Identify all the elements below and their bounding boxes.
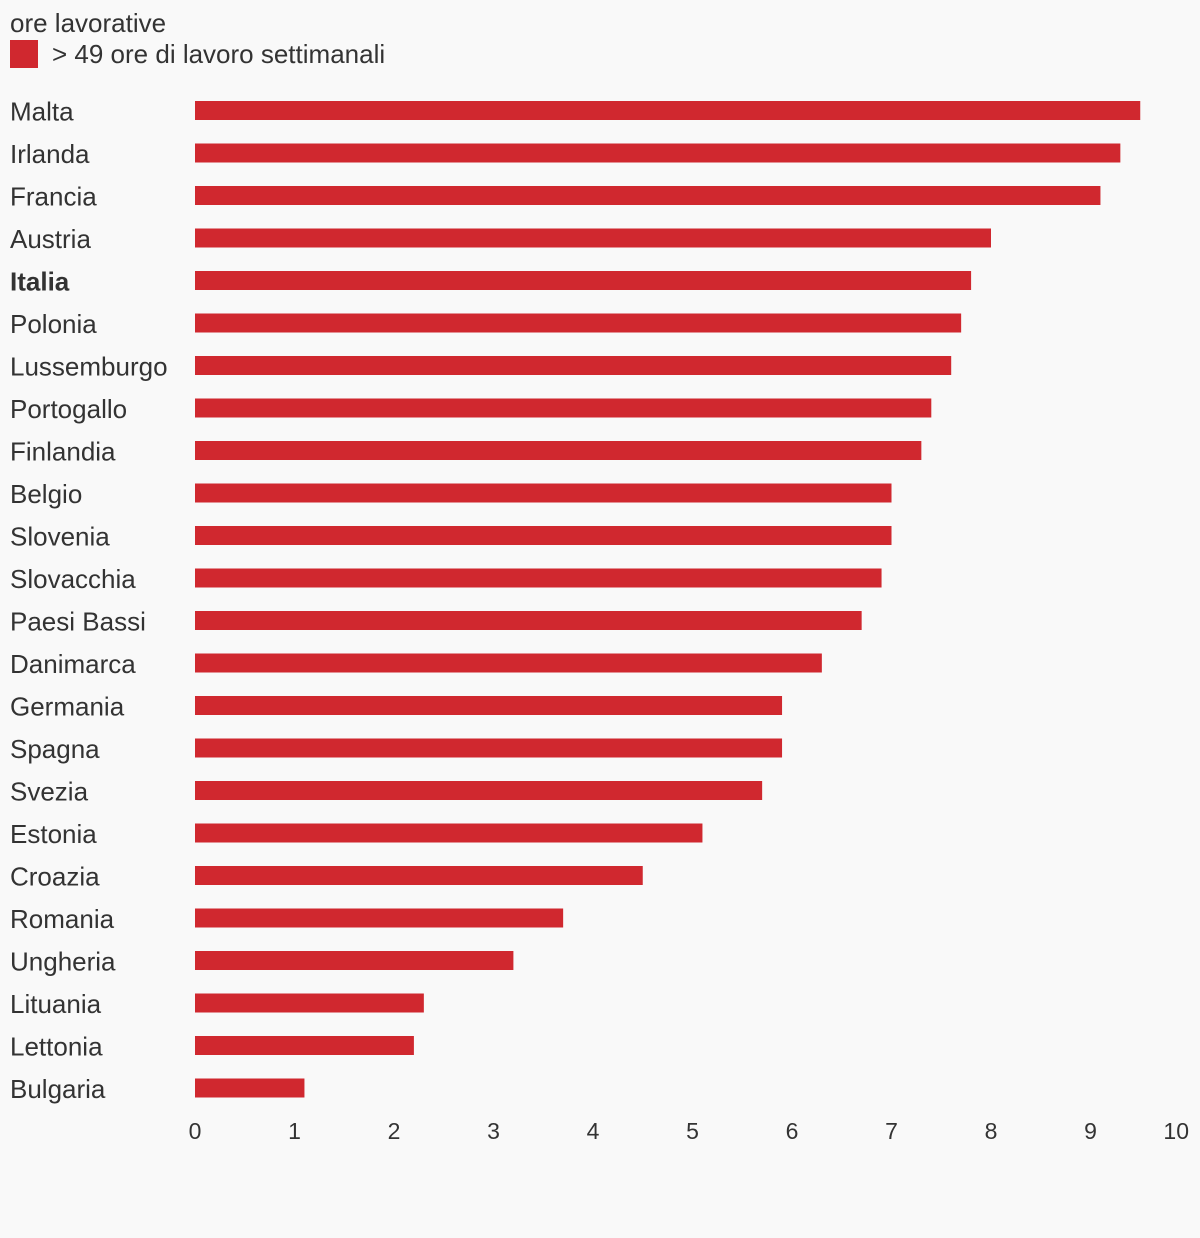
category-label: Finlandia: [10, 437, 116, 467]
bar: [195, 228, 991, 248]
bar: [195, 1036, 414, 1055]
category-label: Lettonia: [10, 1032, 103, 1062]
bar: [195, 696, 783, 715]
category-label: Francia: [10, 182, 97, 212]
legend-label: > 49 ore di lavoro settimanali: [52, 39, 386, 69]
category-label: Lituania: [10, 989, 102, 1019]
bar: [195, 186, 1101, 205]
category-label: Austria: [10, 224, 91, 254]
bar: [195, 398, 932, 418]
category-label: Ungheria: [10, 947, 116, 977]
bar: [195, 781, 763, 800]
x-tick-label: 9: [1084, 1118, 1097, 1144]
category-label: Danimarca: [10, 649, 136, 679]
category-label: Svezia: [10, 777, 89, 807]
x-tick-label: 4: [587, 1118, 600, 1144]
bar: [195, 738, 783, 758]
bar: [195, 483, 892, 503]
x-tick-label: 3: [487, 1118, 500, 1144]
chart-title: ore lavorative: [10, 8, 167, 38]
category-label: Italia: [10, 267, 70, 297]
x-tick-label: 6: [786, 1118, 799, 1144]
bar: [195, 356, 952, 375]
bar: [195, 993, 424, 1013]
bar: [195, 866, 643, 885]
bar: [195, 526, 892, 545]
category-label: Romania: [10, 904, 115, 934]
bar: [195, 143, 1121, 163]
category-label: Portogallo: [10, 394, 127, 424]
category-label: Estonia: [10, 819, 97, 849]
category-label: Germania: [10, 692, 125, 722]
bar: [195, 611, 862, 630]
category-label: Slovacchia: [10, 564, 136, 594]
bar: [195, 568, 882, 588]
chart-legend: > 49 ore di lavoro settimanali: [10, 38, 385, 70]
category-label: Slovenia: [10, 522, 110, 552]
bar: [195, 441, 922, 460]
category-label: Spagna: [10, 734, 100, 764]
category-label: Croazia: [10, 862, 100, 892]
category-label: Bulgaria: [10, 1074, 106, 1104]
bar: [195, 313, 962, 333]
category-label: Belgio: [10, 479, 82, 509]
x-tick-label: 0: [189, 1118, 202, 1144]
x-tick-label: 2: [388, 1118, 401, 1144]
bar: [195, 101, 1141, 120]
category-label: Paesi Bassi: [10, 607, 146, 637]
legend-swatch: [10, 40, 38, 68]
category-label: Lussemburgo: [10, 352, 168, 382]
category-label: Irlanda: [10, 139, 90, 169]
bar: [195, 908, 564, 928]
category-label: Malta: [10, 97, 74, 127]
bar: [195, 271, 972, 290]
bar: [195, 1078, 305, 1098]
x-tick-label: 5: [686, 1118, 699, 1144]
x-tick-label: 10: [1163, 1118, 1189, 1144]
bar: [195, 823, 703, 843]
x-tick-label: 8: [985, 1118, 998, 1144]
category-label: Polonia: [10, 309, 97, 339]
bar: [195, 951, 514, 970]
bar: [195, 653, 822, 673]
x-tick-label: 7: [885, 1118, 898, 1144]
x-tick-label: 1: [288, 1118, 301, 1144]
